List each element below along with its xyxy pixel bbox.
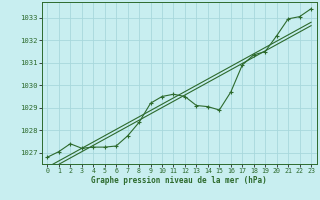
X-axis label: Graphe pression niveau de la mer (hPa): Graphe pression niveau de la mer (hPa) — [91, 176, 267, 185]
